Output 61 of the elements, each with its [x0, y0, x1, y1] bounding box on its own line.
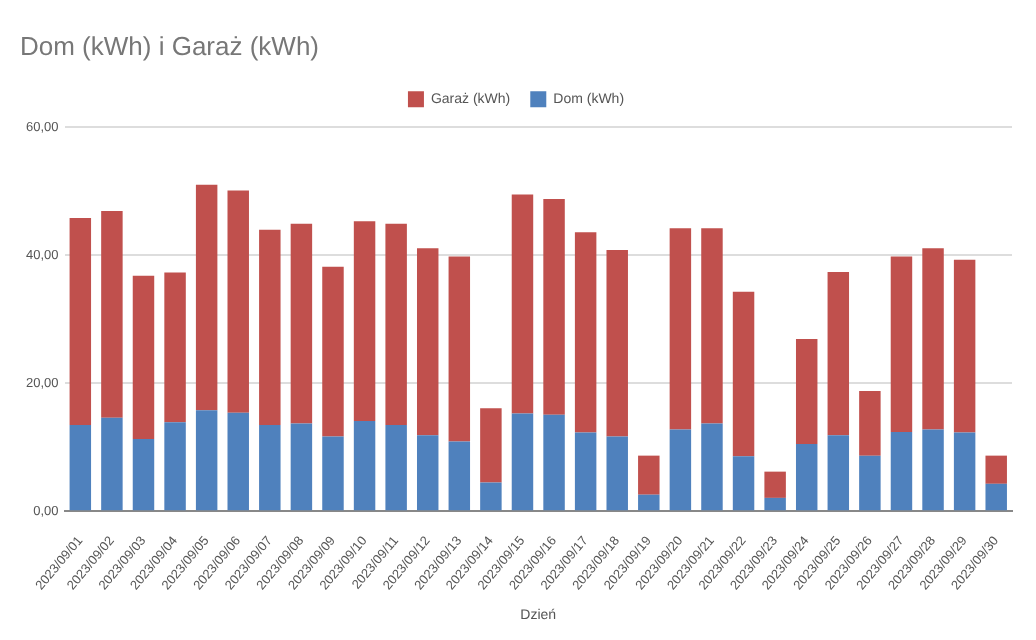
bar: [353, 221, 376, 422]
bar: [132, 438, 155, 511]
bar: [859, 390, 881, 456]
bar: [290, 423, 313, 511]
bar: [638, 494, 660, 511]
bar: [511, 194, 534, 414]
bar: [638, 455, 660, 495]
bar: [890, 256, 913, 432]
bar: [827, 271, 850, 436]
bar: [227, 190, 249, 413]
bar: [385, 424, 407, 511]
bar: [669, 429, 692, 511]
bar: [480, 408, 502, 483]
bar: [985, 455, 1007, 484]
bar: [795, 444, 818, 511]
bar: [953, 259, 976, 433]
bar: [701, 423, 723, 511]
bar: [290, 223, 313, 424]
bar: [448, 441, 471, 511]
bar: [195, 184, 218, 411]
bar: [543, 414, 565, 511]
bar: [164, 422, 186, 511]
bar: [69, 218, 92, 425]
bar: [732, 291, 755, 457]
bar: [101, 211, 123, 418]
bar: [448, 256, 471, 442]
bar: [985, 483, 1007, 511]
bar: [164, 272, 186, 423]
bar: [606, 250, 628, 437]
bar: [353, 421, 376, 511]
bar: [322, 266, 344, 437]
bar: [669, 228, 692, 430]
bar: [259, 424, 281, 511]
bar: [859, 455, 881, 511]
bar: [574, 232, 597, 433]
bar: [69, 424, 92, 511]
bar: [227, 412, 249, 511]
bar: [606, 436, 628, 511]
bar: [827, 435, 850, 511]
bar: [795, 339, 818, 445]
bar: [416, 435, 439, 511]
bar: [101, 417, 123, 511]
bar: [259, 229, 281, 425]
bar: [416, 248, 439, 436]
bar: [764, 497, 786, 511]
bar: [543, 198, 565, 415]
bar: [195, 410, 218, 511]
bar: [385, 223, 407, 425]
bar: [922, 429, 944, 511]
bar: [574, 432, 597, 511]
bar: [511, 413, 534, 511]
bar: [480, 482, 502, 511]
bar: [922, 248, 944, 430]
bar: [890, 431, 913, 511]
bar: [953, 432, 976, 511]
bar: [764, 471, 786, 498]
chart-title: Dom (kWh) i Garaż (kWh): [20, 30, 319, 61]
bar: [322, 436, 344, 511]
bar: [701, 228, 723, 424]
bar: [732, 456, 755, 511]
bar: [132, 275, 155, 439]
